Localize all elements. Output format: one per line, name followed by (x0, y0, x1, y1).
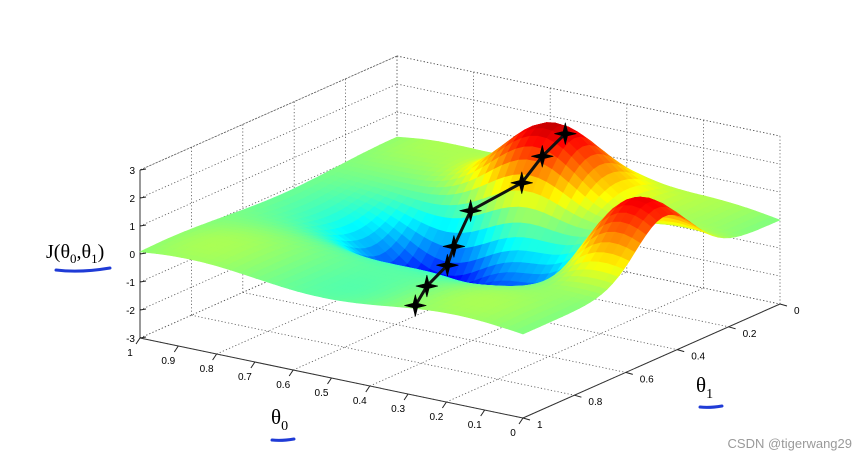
surface-patch (513, 328, 530, 335)
y-tick-label: 0.8 (588, 397, 602, 408)
x-tick-label: 1 (127, 348, 133, 359)
x-tick-mark (403, 393, 409, 401)
descent-step-marker (442, 235, 465, 258)
grid-line (396, 83, 781, 165)
y-tick-mark (574, 394, 582, 398)
x-tick-mark (173, 345, 179, 353)
axis-ticks: 3 2 1 0 -1 -2 -3 1 0.9 0.8 0.7 0.6 0.5 0.4 0.3 0.2 0.1 0 0… (126, 166, 800, 439)
x-tick-mark (135, 337, 141, 345)
x-tick-label: 0.5 (315, 388, 329, 399)
z-tick-label: -2 (126, 306, 135, 317)
z-tick-mark (139, 196, 147, 199)
y-tick-mark (625, 371, 633, 375)
x-label-underline (270, 437, 296, 442)
z-axis-label: J(θ0,θ1) (46, 241, 104, 266)
z-tick-label: 2 (129, 194, 135, 205)
x-tick-mark (212, 353, 218, 361)
y-label-underline (698, 404, 724, 409)
x-axis-label: θ0 (271, 405, 288, 434)
descent-step-marker (554, 122, 577, 145)
x-tick-label: 0.7 (238, 372, 252, 383)
y-tick-mark (728, 326, 736, 330)
z-tick-label: -1 (126, 278, 135, 289)
x-tick-mark (365, 385, 371, 393)
grid-line (446, 287, 704, 403)
x-tick-label: 0.6 (276, 380, 290, 391)
grid-line (396, 55, 781, 137)
z-tick-mark (139, 336, 147, 339)
z-tick-label: -3 (126, 334, 135, 345)
descent-step-marker (404, 294, 427, 317)
grid-line (242, 292, 626, 373)
grid-line (191, 314, 575, 396)
descent-step-marker (531, 145, 554, 168)
grid-line (396, 111, 781, 193)
gradient-descent-path (404, 122, 577, 317)
x-tick-label: 0.4 (353, 396, 367, 407)
x-tick-label: 0.1 (468, 420, 482, 431)
x-tick-label: 0.3 (391, 404, 405, 415)
cost-surface (138, 122, 781, 335)
y-tick-label: 0.4 (691, 352, 705, 363)
z-tick-label: 0 (129, 250, 135, 261)
descent-step-marker (510, 171, 533, 194)
grid-line (293, 255, 551, 371)
grid-line (139, 139, 398, 255)
y-tick-label: 1 (537, 420, 543, 431)
x-tick-label: 0.9 (161, 356, 175, 367)
x-tick-label: 0.8 (200, 364, 214, 375)
y-tick-label: 0.6 (640, 374, 654, 385)
z-tick-label: 3 (129, 166, 135, 177)
grid-line (369, 271, 627, 387)
watermark: CSDN @tigerwang29 (727, 436, 852, 451)
x-tick-mark (441, 401, 447, 409)
grid-line (139, 55, 398, 171)
y-axis-label: θ1 (696, 373, 713, 402)
x-tick-label: 0 (510, 428, 516, 439)
grid-line (139, 111, 398, 227)
x-tick-mark (250, 361, 256, 369)
z-tick-label: 1 (129, 222, 135, 233)
x-tick-mark (327, 377, 332, 385)
y-tick-mark (779, 303, 788, 307)
descent-step-marker (459, 199, 482, 222)
grid-line (139, 83, 398, 199)
descent-step-marker (436, 254, 459, 277)
y-tick-label: 0.2 (743, 329, 757, 340)
descent-step-marker (415, 275, 438, 298)
y-tick-label: 0 (794, 306, 800, 317)
z-tick-mark (139, 168, 147, 171)
x-tick-mark (518, 417, 524, 425)
axis-edge (522, 303, 781, 419)
x-tick-mark (288, 369, 294, 377)
z-tick-mark (139, 280, 147, 283)
z-tick-mark (139, 308, 147, 311)
z-tick-mark (139, 252, 147, 255)
y-tick-mark (677, 349, 685, 353)
z-label-underline (54, 266, 112, 273)
x-tick-label: 0.2 (429, 412, 443, 423)
y-tick-mark (522, 417, 531, 421)
x-tick-mark (480, 409, 486, 417)
descent-path-line (414, 132, 567, 307)
z-tick-mark (139, 224, 147, 227)
